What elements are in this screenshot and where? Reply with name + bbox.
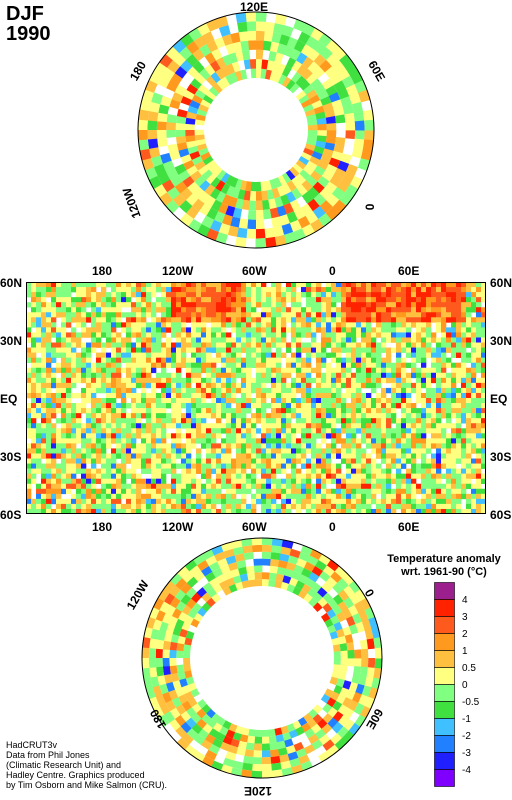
credit-line4: Hadley Centre. Graphics produced <box>6 770 145 780</box>
top-tick-120w: 120W <box>162 264 194 278</box>
legend-level-label: -1 <box>462 714 471 725</box>
legend-title-line2: wrt. 1961-90 (°C) <box>401 566 487 578</box>
legend-level-label: 1 <box>462 646 468 657</box>
year-label: 1990 <box>6 23 51 45</box>
bottom-tick-60w: 60W <box>242 520 267 534</box>
bottom-tick-180: 180 <box>92 520 113 534</box>
legend-swatch <box>434 616 455 634</box>
north-polar-map <box>137 11 375 249</box>
left-lat-60s: 60S <box>0 508 22 522</box>
bottom-tick-120w: 120W <box>162 520 194 534</box>
south-lon-label-120e: 120E <box>244 784 273 798</box>
equatorial-map <box>26 282 486 514</box>
legend-level-label: -0.5 <box>462 697 480 708</box>
north-lon-label-0: 0 <box>362 203 377 211</box>
legend-swatch <box>434 684 455 702</box>
left-lat-30s: 30S <box>0 450 22 464</box>
legend-level-label: 3 <box>462 612 468 623</box>
legend-swatch <box>434 735 455 753</box>
season-label: DJF <box>6 3 44 25</box>
legend-swatch <box>434 701 455 719</box>
legend-swatch <box>434 633 455 651</box>
right-lat-eq: EQ <box>490 392 508 406</box>
legend-swatch <box>434 582 455 600</box>
bottom-tick-0: 0 <box>329 520 336 534</box>
top-tick-60e: 60E <box>398 264 420 278</box>
left-lat-30n: 30N <box>0 334 23 348</box>
legend-swatch <box>434 667 455 685</box>
top-tick-60w: 60W <box>242 264 267 278</box>
legend-level-label: 0.5 <box>462 663 476 674</box>
legend-title-line1: Temperature anomaly <box>387 553 501 565</box>
legend-title: Temperature anomaly wrt. 1961-90 (°C) <box>376 553 512 579</box>
credit-line5: by Tim Osborn and Mike Salmon (CRU). <box>6 780 168 790</box>
legend-swatch <box>434 599 455 617</box>
legend-level-label: 0 <box>462 680 468 691</box>
legend-colorbar: 4 3 2 1 0.5 0 -0.5 -1 -2 -3 -4 <box>434 582 512 793</box>
legend-swatch <box>434 769 455 787</box>
left-lat-eq: EQ <box>0 392 18 406</box>
legend-level-label: 2 <box>462 629 468 640</box>
credit-line3: (Climatic Research Unit) and <box>6 760 122 770</box>
bottom-tick-60e: 60E <box>398 520 420 534</box>
right-lat-60s: 60S <box>490 508 512 522</box>
legend-level-label: -3 <box>462 748 471 759</box>
right-lat-30s: 30S <box>490 450 512 464</box>
legend-swatch <box>434 718 455 736</box>
legend-level-label: -4 <box>462 765 471 776</box>
map-title: DJF 1990 <box>6 4 51 44</box>
legend-level-label: -2 <box>462 731 471 742</box>
top-tick-180: 180 <box>92 264 113 278</box>
left-lat-60n: 60N <box>0 276 23 290</box>
legend-level-label: 4 <box>462 595 468 606</box>
top-tick-0: 0 <box>329 264 336 278</box>
right-lat-60n: 60N <box>490 276 512 290</box>
credit-line2: Data from Phil Jones <box>6 750 90 760</box>
right-lat-30n: 30N <box>490 334 512 348</box>
credit-line1: HadCRUT3v <box>6 740 58 750</box>
south-polar-map <box>141 537 383 779</box>
legend-swatch <box>434 752 455 770</box>
legend-swatches: 4 3 2 1 0.5 0 -0.5 -1 -2 -3 -4 <box>434 582 480 787</box>
north-lon-label-top: 120E <box>240 0 269 14</box>
credit-text: HadCRUT3v Data from Phil Jones (Climatic… <box>6 740 167 790</box>
legend-swatch <box>434 650 455 668</box>
